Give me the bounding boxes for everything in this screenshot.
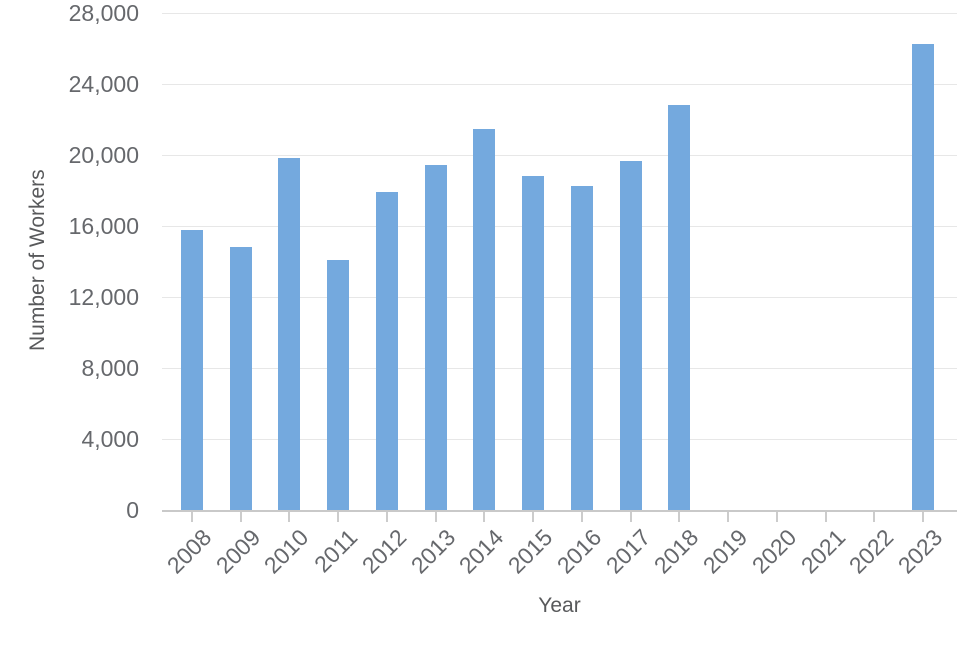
x-tick-label-2021: 2021 — [795, 524, 850, 579]
x-tick-label-2014: 2014 — [454, 524, 509, 579]
bar-2011[interactable] — [327, 259, 350, 510]
x-tick-label-2015: 2015 — [502, 524, 558, 579]
tick-mark-2015 — [532, 512, 535, 522]
bar-2013[interactable] — [424, 164, 447, 510]
y-tick-label-16000: 16,000 — [68, 213, 139, 239]
x-tick-label-2008: 2008 — [161, 524, 217, 579]
bar-2016[interactable] — [570, 186, 593, 510]
bar-2018[interactable] — [668, 105, 691, 510]
bar-2008[interactable] — [181, 230, 203, 510]
y-tick-label-20000: 20,000 — [68, 142, 139, 168]
x-axis-title: Year — [538, 594, 581, 617]
y-tick-label-0: 0 — [126, 497, 139, 523]
y-tick-label-12000: 12,000 — [68, 284, 139, 310]
tick-mark-2020 — [775, 512, 778, 522]
tick-mark-2018 — [678, 512, 681, 522]
tick-mark-2010 — [288, 512, 291, 522]
y-tick-label-24000: 24,000 — [68, 71, 139, 97]
gridline-24000 — [162, 84, 957, 85]
x-tick-label-2022: 2022 — [844, 524, 899, 579]
bar-2014[interactable] — [473, 129, 496, 510]
gridline-20000 — [162, 155, 957, 156]
tick-mark-2017 — [629, 512, 632, 522]
x-tick-label-2020: 2020 — [746, 524, 802, 579]
tick-mark-2009 — [239, 512, 242, 522]
tick-mark-2021 — [824, 512, 827, 522]
gridline-28000 — [162, 13, 957, 14]
x-tick-label-2019: 2019 — [697, 524, 753, 579]
x-tick-label-2023: 2023 — [892, 524, 948, 579]
y-tick-label-28000: 28,000 — [68, 0, 139, 26]
bar-2017[interactable] — [619, 161, 642, 510]
bar-2015[interactable] — [522, 176, 545, 510]
x-tick-label-2016: 2016 — [551, 524, 607, 579]
tick-mark-2019 — [727, 512, 729, 522]
x-tick-label-2018: 2018 — [649, 524, 704, 579]
bar-2009[interactable] — [229, 247, 252, 510]
tick-mark-2016 — [580, 512, 583, 522]
tick-mark-2008 — [191, 512, 193, 522]
bar-2010[interactable] — [278, 157, 301, 510]
tick-mark-2014 — [483, 512, 486, 522]
y-tick-label-8000: 8,000 — [81, 355, 139, 381]
bar-2023[interactable] — [911, 44, 934, 510]
x-tick-label-2012: 2012 — [356, 524, 412, 579]
bar-2012[interactable] — [375, 192, 398, 510]
x-tick-label-2009: 2009 — [210, 524, 266, 579]
x-tick-label-2017: 2017 — [600, 524, 655, 579]
tick-mark-2012 — [385, 512, 388, 522]
tick-mark-2023 — [921, 512, 924, 522]
x-tick-label-2010: 2010 — [259, 524, 314, 579]
x-axis-line — [162, 510, 957, 512]
x-tick-label-2013: 2013 — [405, 524, 460, 579]
tick-mark-2022 — [873, 512, 876, 522]
tick-mark-2011 — [337, 512, 340, 522]
y-tick-label-4000: 4,000 — [81, 426, 139, 452]
tick-mark-2013 — [434, 512, 437, 522]
x-tick-label-2011: 2011 — [309, 524, 363, 578]
